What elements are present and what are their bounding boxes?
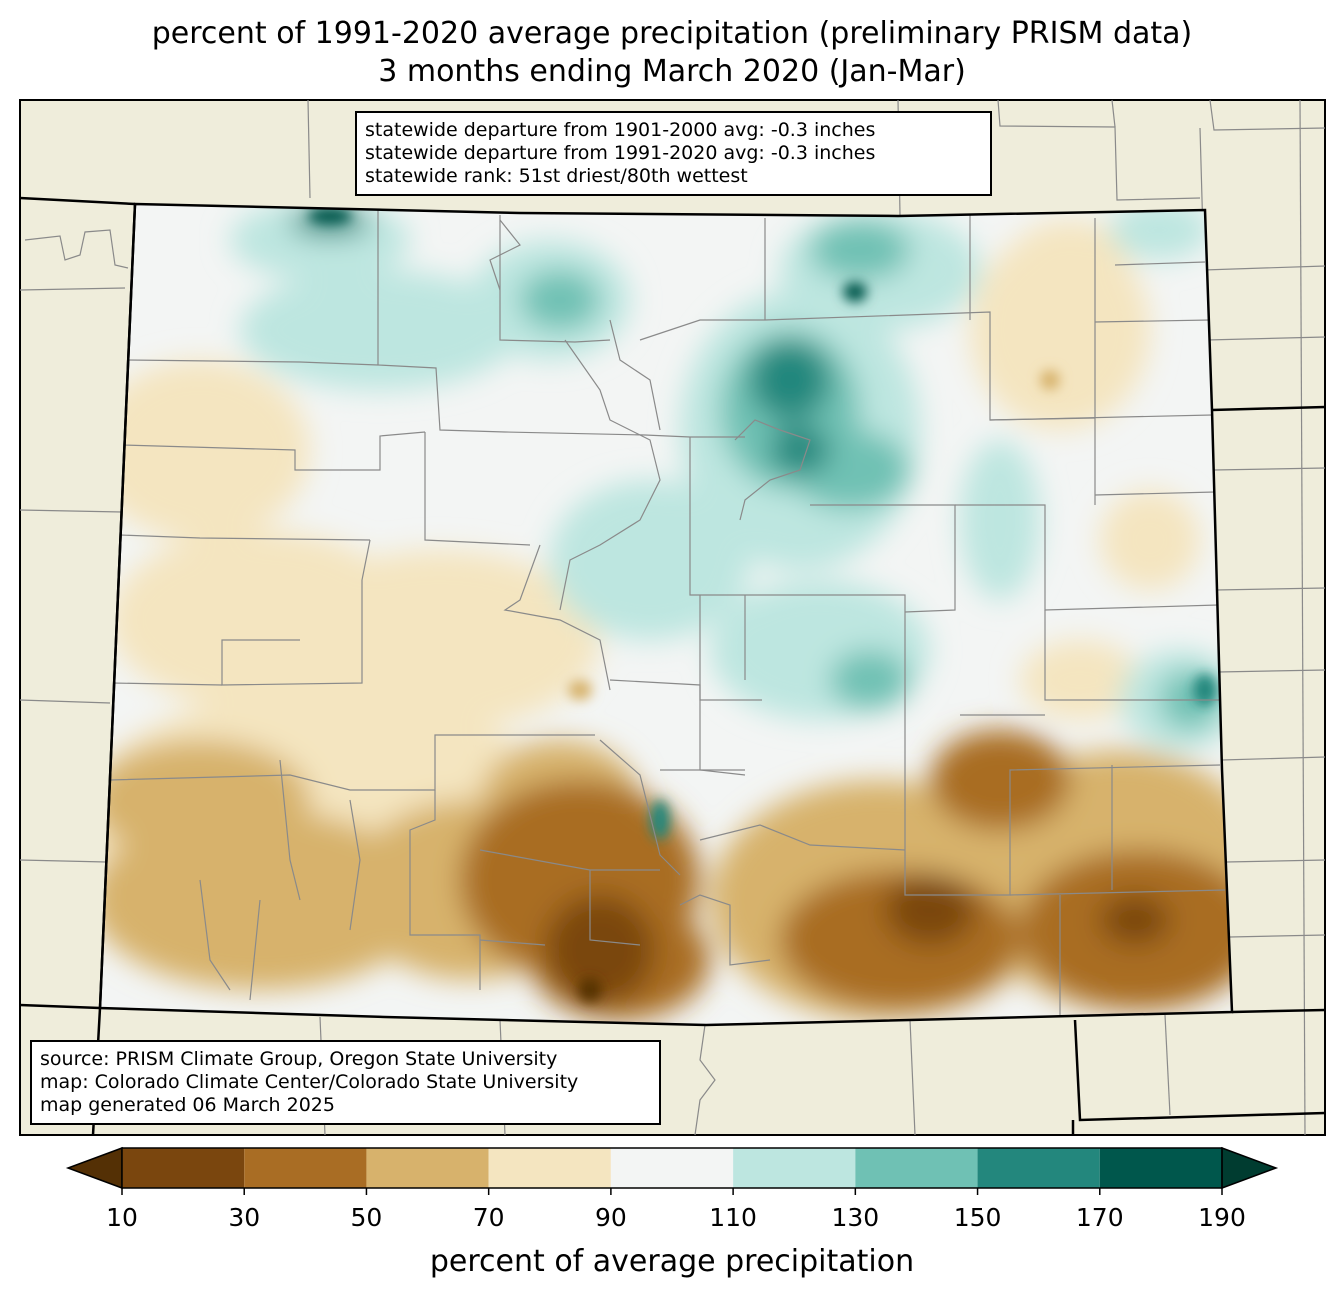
colorbar-tick-label: 190 (1198, 1203, 1246, 1232)
colorbar-tick-label: 110 (709, 1203, 757, 1232)
colorbar-tick-label: 50 (350, 1203, 383, 1232)
source-box: source: PRISM Climate Group, Oregon Stat… (30, 1040, 661, 1125)
stats-line-3: statewide rank: 51st driest/80th wettest (365, 165, 748, 187)
colorbar-tick-label: 70 (472, 1203, 505, 1232)
colorbar-extend-low (65, 1146, 123, 1190)
colorbar-segment (977, 1148, 1100, 1188)
colorbar-segment (366, 1148, 489, 1188)
colorbar-segment (488, 1148, 611, 1188)
colorbar-segment (122, 1148, 245, 1188)
colorbar-label: percent of average precipitation (429, 1244, 915, 1279)
source-line-3: map generated 06 March 2025 (40, 1094, 335, 1116)
statewide-stats-box: statewide departure from 1901-2000 avg: … (355, 111, 992, 196)
map-title-line2: 3 months ending March 2020 (Jan-Mar) (378, 54, 966, 89)
neighbor-county-lines (19, 99, 1326, 1136)
colorbar-segment (733, 1148, 856, 1188)
county-lines (109, 210, 1226, 1015)
colorbar-segment (855, 1148, 978, 1188)
colorbar-segment (244, 1148, 367, 1188)
map-title-line1: percent of 1991-2020 average precipitati… (151, 16, 1193, 51)
precipitation-field (100, 204, 1232, 1025)
colorbar-tick-label: 150 (953, 1203, 1002, 1232)
colorbar-outline (121, 1147, 1223, 1189)
colorbar (65, 1146, 1279, 1195)
colorbar-tick-label: 30 (228, 1203, 261, 1232)
colorbar-tick-label: 10 (106, 1203, 138, 1232)
colorbar-segment (610, 1148, 734, 1188)
colorbar-extend-high (1221, 1146, 1279, 1190)
state-boundaries (19, 196, 1326, 1136)
colorbar-tick-label: 170 (1075, 1203, 1124, 1232)
colorbar-tick-label: 130 (831, 1203, 880, 1232)
source-line-1: source: PRISM Climate Group, Oregon Stat… (40, 1048, 558, 1070)
colorbar-segment (1099, 1148, 1222, 1188)
colorbar-tick-label: 90 (594, 1203, 627, 1232)
stats-line-2: statewide departure from 1991-2020 avg: … (365, 142, 876, 164)
source-line-2: map: Colorado Climate Center/Colorado St… (40, 1071, 579, 1093)
stats-line-1: statewide departure from 1901-2000 avg: … (365, 119, 876, 141)
